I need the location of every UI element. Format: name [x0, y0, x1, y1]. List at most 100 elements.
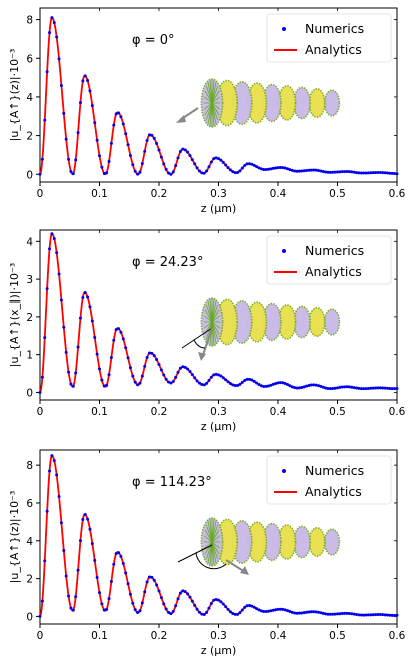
data-point [126, 582, 130, 586]
x-tick-label: 0.3 [210, 188, 227, 200]
data-point [124, 571, 128, 575]
data-point [159, 155, 163, 159]
data-point [157, 363, 161, 367]
direction-arrow [202, 327, 213, 356]
y-tick-label: 2 [26, 312, 33, 324]
data-point [105, 383, 109, 387]
data-point [228, 168, 232, 172]
data-point [81, 79, 85, 83]
data-point [83, 291, 87, 295]
data-point [224, 605, 228, 609]
data-point [336, 612, 339, 616]
data-point [238, 611, 242, 615]
data-point [378, 613, 382, 617]
data-point [376, 171, 380, 175]
data-point [374, 613, 378, 617]
data-point [202, 171, 206, 175]
data-point [205, 381, 209, 385]
data-point [333, 386, 337, 390]
data-point [155, 358, 159, 362]
data-point [207, 165, 211, 169]
data-point [190, 599, 194, 603]
data-point [109, 141, 113, 145]
tube-ring [323, 528, 341, 556]
data-point [376, 386, 380, 390]
data-point [385, 386, 389, 390]
data-point [171, 379, 175, 383]
data-point [90, 319, 94, 323]
data-point [38, 390, 42, 394]
legend: Numerics Analytics [266, 455, 392, 505]
data-point [224, 163, 228, 167]
x-tick-label: 0.3 [210, 630, 227, 642]
data-point [114, 112, 118, 116]
data-point [62, 111, 66, 115]
data-point [62, 325, 66, 329]
phi-annotation: φ = 114.23° [132, 475, 212, 490]
y-tick-label: 2 [26, 574, 33, 586]
x-tick-label: 0.6 [389, 630, 406, 642]
data-point [240, 380, 244, 384]
data-point [357, 386, 361, 390]
tube-spoke [204, 102, 213, 116]
data-point [281, 607, 285, 611]
nanotube-illustration [177, 517, 341, 575]
data-point [62, 548, 66, 552]
y-tick-label: 8 [26, 15, 33, 27]
tube-spoke [204, 541, 213, 555]
data-point [140, 374, 144, 378]
data-point [302, 611, 306, 615]
data-point [121, 122, 125, 126]
data-point [369, 386, 373, 390]
data-point [224, 378, 228, 382]
data-point [76, 131, 80, 135]
data-point [264, 609, 268, 613]
data-point [64, 137, 68, 141]
data-point [50, 454, 54, 458]
data-point [321, 385, 325, 389]
data-point [159, 368, 163, 372]
data-point [167, 380, 171, 384]
data-point [69, 382, 73, 386]
data-point [262, 167, 266, 171]
data-point [64, 574, 68, 578]
data-point [59, 521, 63, 525]
data-point [286, 167, 290, 171]
data-point [45, 509, 49, 513]
data-point [290, 168, 294, 172]
tube-spoke [211, 309, 220, 323]
data-point [193, 376, 197, 380]
data-point [169, 172, 173, 176]
arrow-head [240, 566, 249, 575]
data-point [309, 168, 313, 172]
data-point [362, 387, 366, 391]
data-point [307, 384, 311, 387]
data-point [162, 373, 166, 377]
legend-label-analytics: Analytics [305, 264, 362, 279]
tube-spoke [211, 96, 220, 104]
data-point [309, 383, 313, 387]
data-point [93, 121, 97, 125]
data-point [231, 611, 235, 615]
data-point [57, 57, 61, 61]
data-point [57, 272, 61, 276]
data-point [143, 149, 147, 153]
data-point [250, 378, 254, 382]
data-point [157, 589, 161, 593]
data-point [205, 610, 209, 614]
legend-marker-numerics [282, 249, 286, 253]
data-point [243, 605, 247, 609]
data-point [350, 170, 354, 174]
data-point [331, 387, 335, 391]
data-point [231, 383, 235, 387]
data-point [171, 170, 175, 174]
data-point [200, 383, 204, 387]
data-point [238, 382, 242, 386]
data-point [181, 147, 185, 151]
legend-box [266, 13, 392, 63]
data-point [145, 138, 149, 142]
x-tick-label: 0.2 [151, 188, 168, 200]
data-point [109, 356, 113, 359]
data-point [314, 168, 318, 172]
data-point [181, 589, 185, 593]
